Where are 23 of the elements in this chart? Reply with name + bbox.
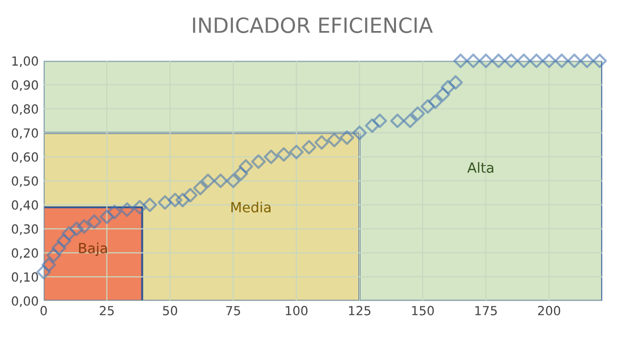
y-tick-label: 0,00 [12,296,38,308]
chart-title: INDICADOR EFICIENCIA [193,17,433,34]
y-tick-label: 0,20 [12,248,38,260]
x-tick-label: 50 [163,306,178,316]
y-tick-label: 0,10 [12,272,38,284]
y-tick-label: 0,70 [12,128,38,140]
y-tick-label: 0,60 [12,152,38,164]
x-tick-label: 175 [475,306,497,316]
x-tick-label: 25 [100,306,114,316]
x-tick-label: 0 [40,306,47,316]
series-label: Alta [467,162,494,173]
y-tick-label: 0,80 [12,104,38,116]
x-tick-label: 150 [412,306,434,316]
x-tick-label: 75 [226,306,240,316]
x-tick-label: 100 [286,306,308,316]
y-tick-label: 0,30 [12,224,38,236]
x-tick-label: 125 [349,306,370,316]
y-tick-label: 1,00 [12,56,38,68]
y-tick-label: 0,90 [12,80,38,92]
x-tick-label: 200 [538,306,560,316]
y-tick-label: 0,40 [12,200,38,212]
series-label: Media [231,202,270,212]
y-tick-label: 0,50 [12,176,38,188]
